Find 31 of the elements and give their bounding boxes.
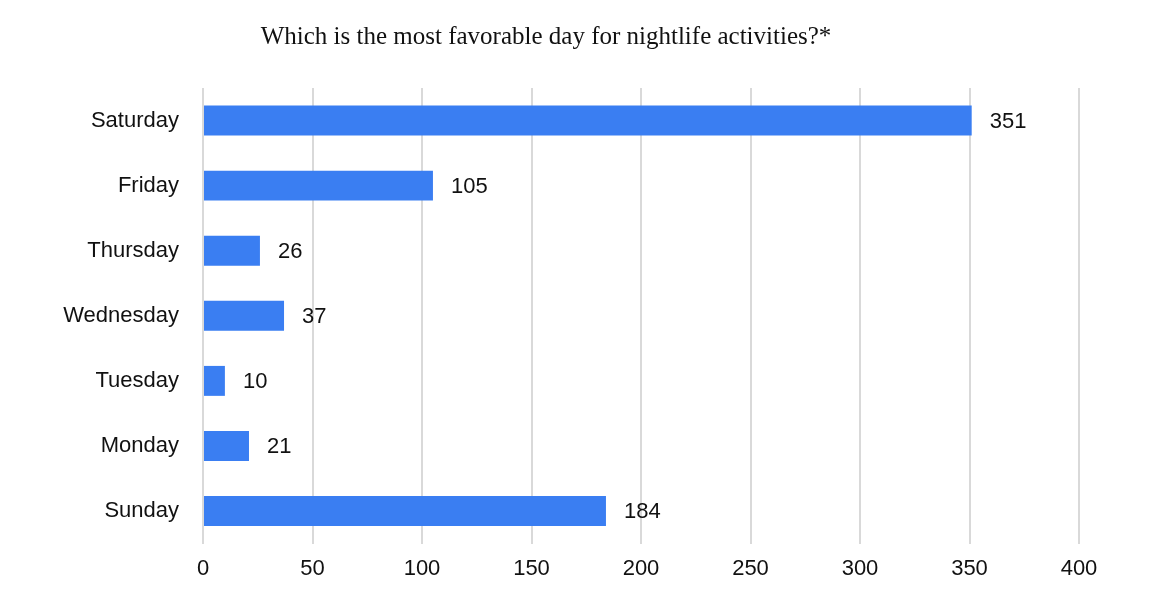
bar — [204, 300, 285, 331]
data-label: 105 — [450, 172, 488, 198]
x-tick-label: 150 — [513, 554, 550, 580]
x-tick-label: 200 — [622, 554, 660, 580]
x-tick-label: 0 — [196, 554, 210, 580]
x-tick-label: 350 — [951, 554, 988, 580]
x-tick-label: 400 — [1060, 554, 1098, 580]
y-tick-label: Saturday — [90, 106, 179, 132]
chart-title: Which is the most favorable day for nightlife activities?* — [260, 21, 832, 49]
bar — [204, 365, 225, 396]
x-tick-label: 100 — [403, 554, 441, 580]
y-tick-label: Friday — [117, 171, 179, 197]
data-label: 184 — [623, 498, 661, 524]
data-label: 10 — [242, 367, 268, 393]
data-label: 21 — [266, 433, 292, 459]
data-label: 351 — [989, 107, 1027, 133]
bar — [204, 496, 606, 527]
x-tick-label: 250 — [732, 554, 769, 580]
y-tick-label: Sunday — [104, 497, 179, 523]
data-label: 26 — [277, 237, 303, 263]
y-tick-label: Thursday — [87, 236, 179, 262]
bar — [204, 235, 260, 266]
bar — [204, 170, 433, 201]
y-tick-label: Monday — [100, 432, 179, 458]
bar — [204, 431, 249, 461]
x-tick-label: 50 — [300, 554, 325, 580]
y-tick-label: Tuesday — [95, 366, 179, 392]
bar — [204, 105, 972, 136]
x-tick-label: 300 — [841, 554, 879, 580]
y-tick-label: Wednesday — [63, 301, 179, 327]
data-label: 37 — [302, 302, 327, 328]
